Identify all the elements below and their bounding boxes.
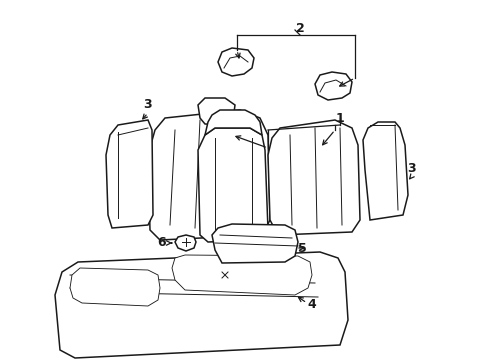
Polygon shape — [198, 98, 235, 125]
Text: 2: 2 — [295, 22, 304, 35]
Text: 6: 6 — [157, 235, 166, 248]
Polygon shape — [362, 122, 407, 220]
Polygon shape — [212, 224, 297, 263]
Polygon shape — [55, 252, 347, 358]
Text: 3: 3 — [143, 99, 152, 112]
Polygon shape — [106, 120, 153, 228]
Text: 3: 3 — [407, 162, 415, 175]
Polygon shape — [267, 120, 359, 235]
Polygon shape — [204, 110, 262, 135]
Text: 5: 5 — [297, 242, 306, 255]
Polygon shape — [148, 110, 269, 240]
Polygon shape — [70, 268, 160, 306]
Text: 4: 4 — [307, 298, 316, 311]
Text: 1: 1 — [335, 112, 344, 125]
Polygon shape — [198, 128, 267, 242]
Polygon shape — [175, 235, 196, 251]
Polygon shape — [314, 72, 351, 100]
Polygon shape — [218, 48, 253, 76]
Polygon shape — [172, 255, 311, 295]
